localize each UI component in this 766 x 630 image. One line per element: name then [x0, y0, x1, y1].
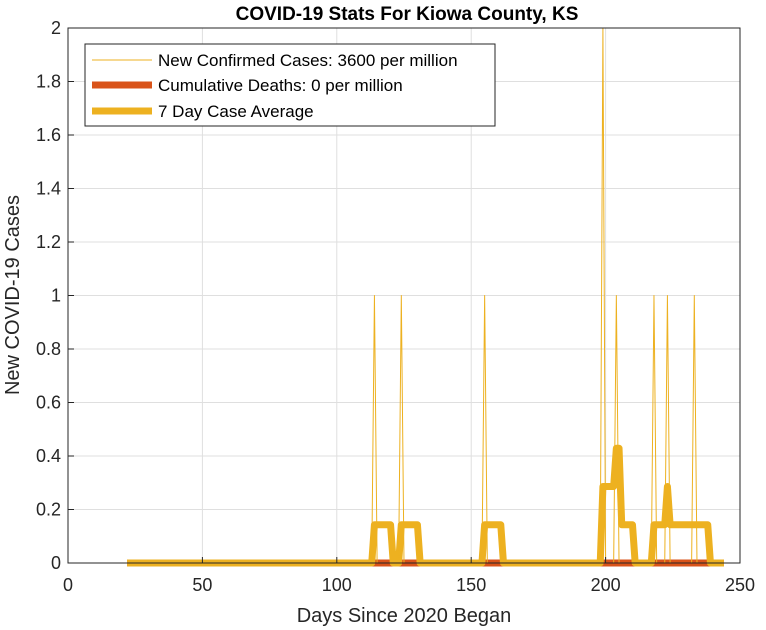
- y-tick-label: 0.2: [36, 500, 61, 520]
- x-tick-label: 200: [591, 575, 621, 595]
- axis-ticks: 0 50 100 150 200 250 0 0.2 0.4 0.6 0.8 1 1.2 1.4 1.6 1.…: [36, 18, 755, 595]
- legend-box: [84, 43, 496, 127]
- series-7-day-average-line: [127, 444, 724, 567]
- legend-label-7-day-average: 7 Day Case Average: [158, 102, 314, 121]
- y-tick-label: 1.6: [36, 125, 61, 145]
- x-tick-label: 100: [322, 575, 352, 595]
- y-tick-label: 1.2: [36, 232, 61, 252]
- y-tick-label: 2: [51, 18, 61, 38]
- y-tick-label: 1: [51, 286, 61, 306]
- y-tick-label: 0.8: [36, 339, 61, 359]
- x-tick-label: 250: [725, 575, 755, 595]
- x-tick-label: 150: [456, 575, 486, 595]
- y-tick-label: 1.8: [36, 72, 61, 92]
- legend-label-deaths: Cumulative Deaths: 0 per million: [158, 76, 403, 95]
- x-tick-label: 50: [192, 575, 212, 595]
- y-axis-title: New COVID-19 Cases: [2, 195, 24, 395]
- x-axis-title: Days Since 2020 Began: [297, 605, 512, 627]
- x-tick-label: 0: [63, 575, 73, 595]
- chart-title: COVID-19 Stats For Kiowa County, KS: [236, 4, 579, 25]
- y-tick-label: 0.6: [36, 393, 61, 413]
- legend: New Confirmed Cases: 3600 per million Cu…: [84, 43, 496, 127]
- y-tick-label: 0: [51, 553, 61, 573]
- legend-label-new-cases: New Confirmed Cases: 3600 per million: [158, 51, 458, 70]
- y-tick-label: 1.4: [36, 179, 61, 199]
- y-tick-label: 0.4: [36, 446, 61, 466]
